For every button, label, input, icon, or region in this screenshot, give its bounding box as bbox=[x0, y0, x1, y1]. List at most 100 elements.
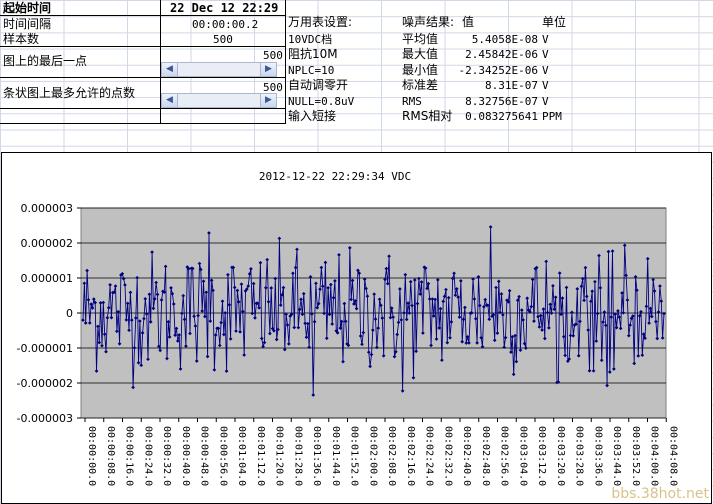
data-point bbox=[626, 333, 631, 338]
border-line bbox=[285, 0, 286, 124]
data-point bbox=[102, 332, 107, 337]
data-point bbox=[304, 335, 309, 340]
data-point bbox=[453, 293, 458, 298]
data-point bbox=[326, 285, 330, 290]
noise-row-unit: V bbox=[542, 64, 549, 77]
data-point bbox=[109, 315, 114, 320]
x-tick-label: 00:02:16.0 bbox=[405, 426, 416, 486]
data-point bbox=[143, 297, 148, 301]
border-line bbox=[0, 123, 285, 124]
data-point bbox=[167, 335, 172, 339]
data-point bbox=[542, 336, 547, 341]
data-point bbox=[91, 297, 96, 301]
max-points-scrollbar[interactable]: ◀ ▶ bbox=[161, 93, 277, 108]
data-point bbox=[406, 301, 410, 305]
data-point bbox=[228, 337, 233, 341]
data-point bbox=[437, 326, 442, 330]
data-point bbox=[467, 341, 471, 345]
x-tick-label: 00:00:40.0 bbox=[180, 426, 191, 486]
data-point bbox=[329, 282, 333, 287]
data-point bbox=[262, 340, 267, 345]
data-point bbox=[475, 341, 479, 345]
data-point bbox=[658, 284, 662, 288]
data-point bbox=[201, 279, 206, 284]
data-point bbox=[525, 296, 530, 301]
noise-unit-header: 单位 bbox=[542, 15, 567, 29]
data-point bbox=[186, 266, 191, 271]
data-point bbox=[258, 260, 263, 265]
data-point bbox=[158, 348, 163, 353]
x-tick-label: 00:00:48.0 bbox=[199, 426, 210, 486]
data-point bbox=[171, 302, 176, 306]
data-point bbox=[380, 316, 385, 320]
data-point bbox=[346, 343, 351, 348]
data-point bbox=[518, 348, 523, 352]
data-point bbox=[303, 321, 307, 326]
data-point bbox=[342, 301, 347, 306]
data-point bbox=[311, 393, 316, 397]
data-point bbox=[651, 277, 656, 282]
data-point bbox=[350, 278, 355, 283]
data-point bbox=[469, 311, 474, 315]
last-point-scrollbar[interactable]: ◀ ▶ bbox=[161, 62, 277, 77]
data-point bbox=[487, 317, 492, 322]
data-point bbox=[98, 301, 103, 305]
data-point bbox=[142, 316, 146, 321]
data-point bbox=[599, 358, 604, 363]
data-point bbox=[154, 280, 158, 285]
data-point bbox=[208, 319, 213, 324]
data-point bbox=[564, 285, 569, 290]
data-point bbox=[372, 292, 377, 297]
data-point bbox=[337, 253, 341, 257]
data-point bbox=[452, 271, 456, 276]
data-point bbox=[449, 320, 454, 324]
data-point bbox=[353, 298, 358, 303]
data-point bbox=[659, 299, 664, 303]
data-point bbox=[407, 311, 412, 315]
data-point bbox=[352, 302, 356, 306]
watermark-text: bbs.38hot.net bbox=[611, 486, 709, 502]
x-tick-label: 00:01:12.0 bbox=[255, 426, 266, 486]
data-point bbox=[426, 281, 431, 286]
noise-row-name: 最大值 bbox=[402, 47, 439, 61]
data-point bbox=[444, 287, 448, 292]
meter-setting-6: 输入短接 bbox=[288, 109, 337, 123]
scroll-right-icon[interactable]: ▶ bbox=[260, 94, 276, 107]
data-point bbox=[287, 342, 291, 346]
data-point bbox=[655, 336, 660, 341]
x-tick-label: 00:02:08.0 bbox=[386, 426, 397, 486]
noise-row-value: 2.45842E-06 bbox=[465, 48, 538, 61]
data-point bbox=[108, 283, 112, 287]
data-point bbox=[499, 292, 504, 296]
data-point bbox=[300, 312, 305, 317]
y-tick-label: -0.000003 bbox=[17, 412, 73, 425]
x-tick-label: 00:01:44.0 bbox=[330, 426, 341, 486]
x-tick-label: 00:03:44.0 bbox=[611, 426, 622, 486]
scroll-left-icon[interactable]: ◀ bbox=[162, 63, 178, 76]
data-point bbox=[238, 329, 242, 334]
data-point bbox=[253, 316, 257, 320]
data-point bbox=[282, 347, 287, 352]
meter-setting-2: 阻抗10M bbox=[288, 47, 338, 61]
data-point bbox=[152, 297, 157, 301]
data-point bbox=[460, 339, 465, 344]
data-point bbox=[213, 333, 218, 337]
y-tick-label: 0 bbox=[66, 307, 73, 320]
scroll-left-icon[interactable]: ◀ bbox=[162, 94, 178, 107]
data-point bbox=[392, 354, 397, 359]
data-point bbox=[150, 250, 154, 254]
data-point bbox=[595, 311, 600, 316]
x-tick-label: 00:00:16.0 bbox=[124, 426, 135, 486]
data-point bbox=[456, 295, 460, 299]
data-point bbox=[641, 332, 646, 336]
data-point bbox=[341, 359, 345, 364]
chart-area[interactable]: 2012-12-22 22:29:34 VDC 0.000003 0.000002 0… bbox=[1, 152, 712, 504]
data-point bbox=[492, 338, 497, 343]
data-point bbox=[144, 312, 149, 316]
data-point bbox=[364, 286, 368, 291]
data-point bbox=[430, 297, 435, 301]
x-tick-label: 00:02:00.0 bbox=[367, 426, 378, 486]
last-point-value: 500 bbox=[263, 49, 283, 62]
data-point bbox=[635, 288, 639, 293]
scroll-right-icon[interactable]: ▶ bbox=[260, 63, 276, 76]
